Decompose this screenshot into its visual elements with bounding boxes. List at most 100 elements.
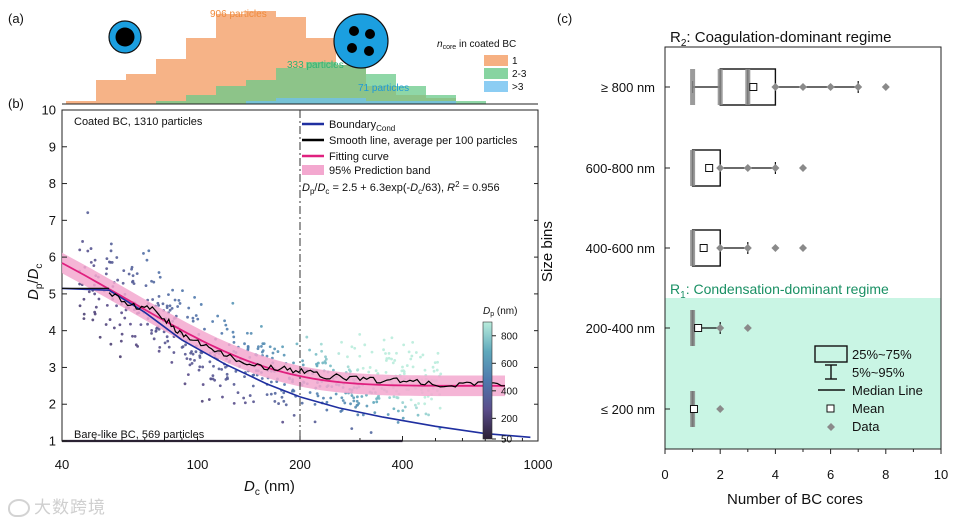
scatter-point [423,395,427,399]
scatter-point [173,298,177,302]
scatter-point [402,343,406,347]
scatter-point [93,292,97,296]
data-point [771,83,780,91]
scatter-point [224,323,228,327]
scatter-point [157,349,161,353]
hist-bar-2-3 [216,86,246,104]
scatter-point [341,399,345,402]
scatter-point [130,265,134,269]
scatter-point [251,373,255,377]
scatter-point [115,304,118,308]
x-tick-label-b: 200 [289,457,311,472]
scatter-point [211,320,215,323]
scatter-point [142,252,145,255]
category-label: 400-600 nm [586,241,655,256]
data-point [743,164,752,172]
category-label: ≤ 200 nm [601,402,655,417]
scatter-point [388,396,392,400]
scatter-point [201,383,205,386]
scatter-point [151,298,155,301]
data-point [854,83,863,91]
scatter-point [414,351,418,354]
scatter-point [109,342,113,346]
scatter-point [350,427,354,430]
bare-like-bc-label: Bare-like BC, 569 particles [74,429,205,441]
scatter-point [170,306,174,310]
scatter-point [78,248,82,252]
scatter-point [193,358,196,362]
scatter-point [207,398,211,401]
smooth-line [108,292,506,388]
scatter-point [105,267,109,271]
scatter-point [352,396,356,400]
scatter-point [232,340,236,344]
scatter-point [393,359,397,362]
legend-label-gt3: >3 [512,82,524,93]
scatter-point [246,344,250,348]
scatter-point [81,240,84,243]
scatter-point [340,409,344,412]
scatter-point [402,369,405,373]
scatter-point [377,394,380,398]
scatter-point [265,393,269,397]
scatter-point [407,350,411,354]
scatter-point [112,326,116,330]
hist-bar->3 [306,98,336,104]
scatter-point [252,400,255,404]
scatter-point [276,350,280,353]
hist-bar->3 [366,101,396,104]
scatter-point [284,403,288,407]
scatter-point [401,416,405,420]
scatter-point [325,400,329,404]
scatter-point [271,351,275,355]
y-tick-label-b: 5 [49,286,56,301]
scatter-point [375,400,379,404]
x-tick-label-b: 100 [187,457,209,472]
scatter-point [314,352,318,356]
scatter-point [243,375,246,379]
scatter-point [109,249,113,253]
x-axis-ticks-b: 40 100 200 400 1000 [55,436,552,472]
scatter-point [415,406,418,410]
hist-bar->3 [276,98,306,104]
scatter-point [291,388,295,392]
data-column [717,69,723,105]
panel-a-label: (a) [8,11,24,26]
scatter-point [129,322,132,326]
scatter-point [401,401,405,404]
scatter-point [163,341,167,345]
scatter-point [436,360,439,364]
single-core-sphere-icon [108,20,142,54]
panel-b-xlabel: Dc (nm) [244,478,295,498]
scatter-point [396,420,400,424]
scatter-point [194,350,198,354]
data-point [826,83,835,91]
box-group [689,391,725,427]
scatter-point [212,364,215,368]
hist-bar-2-3 [306,62,336,104]
scatter-point [196,317,200,321]
scatter-point [218,384,222,388]
scatter-point [188,363,192,367]
scatter-point [384,370,388,374]
scatter-point [292,361,295,365]
scatter-point [433,361,437,365]
scatter-point [183,382,187,386]
scatter-point [283,383,286,386]
legend-mean-icon [826,404,835,413]
data-column [690,69,696,105]
y-tick-label-b: 1 [49,434,56,449]
scatter-point [167,293,170,297]
legend-title-rest: in coated BC [456,39,516,50]
scatter-point [232,383,236,386]
scatter-point [369,431,373,434]
scatter-point [329,364,332,368]
scatter-point [423,368,427,372]
mean-marker [699,244,708,252]
scatter-point [349,402,352,406]
scatter-point [171,288,174,292]
data-point [771,164,780,172]
scatter-point [121,281,125,285]
x-tick-label-c: 8 [882,467,889,482]
scatter-point [358,354,362,358]
